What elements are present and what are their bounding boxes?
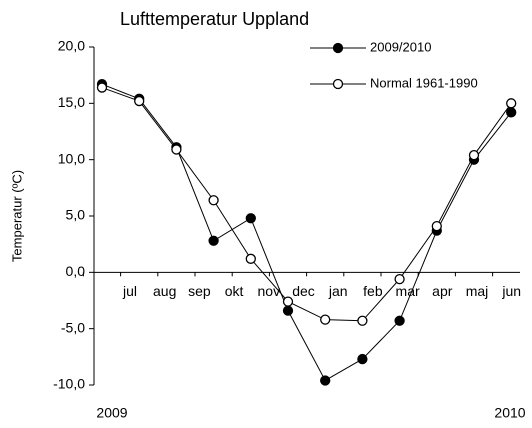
year-label: 2009 bbox=[96, 405, 127, 421]
data-point bbox=[357, 353, 368, 365]
data-point bbox=[208, 235, 219, 246]
x-tick-label: nov bbox=[258, 283, 281, 299]
data-point bbox=[431, 220, 442, 232]
x-tick-label: okt bbox=[225, 283, 244, 299]
y-tick-label: 0,0 bbox=[66, 263, 86, 279]
data-point bbox=[96, 82, 108, 93]
y-tick-label: -10,0 bbox=[53, 376, 85, 392]
data-point bbox=[282, 296, 294, 307]
data-point bbox=[134, 95, 145, 107]
data-point bbox=[357, 315, 368, 326]
x-tick-label: feb bbox=[363, 283, 383, 299]
x-tick-label: sep bbox=[188, 283, 211, 299]
chart-title: Lufttemperatur Uppland bbox=[120, 9, 309, 29]
x-tick-label: apr bbox=[432, 283, 453, 299]
data-point bbox=[320, 375, 331, 386]
data-point bbox=[171, 144, 182, 155]
data-point bbox=[320, 314, 331, 325]
data-point bbox=[468, 150, 480, 161]
series-line bbox=[101, 83, 512, 382]
y-axis-label: Temperatur (ºC) bbox=[9, 170, 24, 262]
series-line bbox=[101, 87, 512, 322]
data-point bbox=[506, 98, 517, 109]
y-tick-label: 10,0 bbox=[58, 150, 85, 166]
legend-marker bbox=[332, 42, 344, 54]
legend-label: Normal 1961-1990 bbox=[370, 75, 478, 90]
x-tick-label: mar bbox=[396, 283, 420, 299]
x-tick-label: jan bbox=[328, 283, 348, 299]
x-tick-label: maj bbox=[466, 283, 489, 299]
data-point bbox=[245, 213, 256, 224]
legend-label: 2009/2010 bbox=[370, 39, 431, 54]
y-tick-label: 5,0 bbox=[66, 207, 86, 223]
data-point bbox=[506, 107, 517, 118]
data-point bbox=[245, 253, 256, 264]
x-tick-label: dec bbox=[292, 283, 315, 299]
data-point bbox=[394, 273, 405, 285]
data-point bbox=[282, 305, 294, 316]
data-point bbox=[394, 315, 405, 326]
x-tick-label: jun bbox=[501, 283, 521, 299]
data-point bbox=[208, 195, 219, 206]
x-tick-label: aug bbox=[153, 283, 176, 299]
x-tick-label: jul bbox=[122, 283, 137, 299]
year-label: 2010 bbox=[494, 405, 525, 421]
y-tick-label: 20,0 bbox=[58, 38, 85, 54]
legend-marker bbox=[332, 78, 344, 90]
y-tick-label: -5,0 bbox=[61, 319, 85, 335]
y-tick-label: 15,0 bbox=[58, 94, 85, 110]
